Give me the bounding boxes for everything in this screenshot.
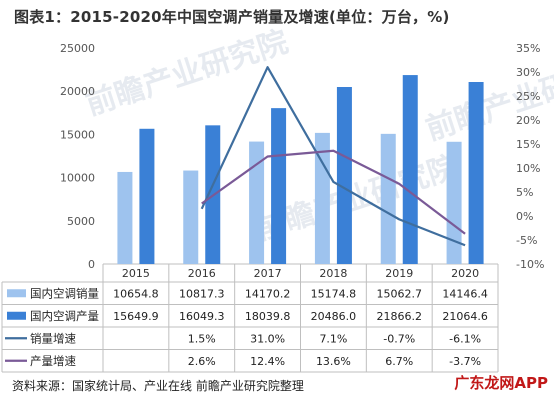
bar <box>139 128 155 264</box>
x-tick-label: 2019 <box>385 267 413 280</box>
table-row-label: 销量增速 <box>30 331 76 345</box>
table-cell: -3.7% <box>449 355 481 368</box>
y-right-tick-label: 35% <box>516 42 540 55</box>
table-cell: 2.6% <box>188 355 216 368</box>
bar <box>249 141 265 264</box>
y-left-tick-label: 5000 <box>67 215 95 228</box>
watermark-app: 广东龙网APP <box>454 374 548 392</box>
x-tick-label: 2017 <box>254 267 282 280</box>
bar <box>314 132 330 264</box>
table-cell: 18039.8 <box>245 310 291 323</box>
y-left-tick-label: 20000 <box>60 85 95 98</box>
table-cell: 31.0% <box>250 332 285 345</box>
table-cell: 15174.8 <box>311 287 357 300</box>
table-cell: 12.4% <box>250 355 285 368</box>
y-right-tick-label: 20% <box>516 114 540 127</box>
y-left-tick-label: 0 <box>88 258 95 271</box>
x-tick-label: 2020 <box>451 267 479 280</box>
y-right-tick-label: 30% <box>516 66 540 79</box>
table-cell: 13.6% <box>316 355 351 368</box>
series-line <box>200 66 466 247</box>
chart-title: 图表1：2015-2020年中国空调产销量及增速(单位：万台，%) <box>14 8 450 26</box>
bar <box>380 133 396 264</box>
legend-swatch <box>7 289 26 298</box>
table-cell: 14146.4 <box>442 287 488 300</box>
y-right-tick-label: 5% <box>516 186 533 199</box>
bar <box>402 75 418 264</box>
y-right-tick-label: 0% <box>516 210 533 223</box>
y-right-tick-label: 15% <box>516 138 540 151</box>
table-cell: 16049.3 <box>179 310 225 323</box>
y-right-tick-label: 10% <box>516 162 540 175</box>
bar <box>336 87 352 264</box>
table-cell: 14170.2 <box>245 287 291 300</box>
x-tick-label: 2015 <box>122 267 150 280</box>
table-cell: 20486.0 <box>311 310 357 323</box>
bars-layer <box>117 75 484 264</box>
table-cell: 15649.9 <box>113 310 159 323</box>
table-cell: -6.1% <box>449 332 481 345</box>
x-tick-label: 2016 <box>188 267 216 280</box>
data-table: 2015 2016 2017 2018 2019 2020 国内空调销量 10654.8 108… <box>1 264 499 373</box>
bar <box>446 141 462 264</box>
source-note: 资料来源：国家统计局、产业在线 前瞻产业研究院整理 <box>12 379 304 393</box>
y-left-tick-label: 15000 <box>60 128 95 141</box>
legend-swatch <box>7 311 26 320</box>
table-row-label: 产量增速 <box>30 354 76 368</box>
bar <box>271 108 287 264</box>
bar <box>183 170 199 264</box>
table-cell: 7.1% <box>319 332 347 345</box>
axes-layer: 0 5000 10000 15000 20000 25000 -10% -5% 0% 5% 10% 1… <box>60 42 544 271</box>
table-cell: 15062.7 <box>377 287 423 300</box>
y-left-tick-label: 10000 <box>60 172 95 185</box>
series-line <box>201 149 466 235</box>
lines-layer <box>200 66 466 247</box>
table-cell: 21064.6 <box>442 310 488 323</box>
bar <box>468 82 484 264</box>
table-cell: 10654.8 <box>113 287 159 300</box>
table-cell: 1.5% <box>188 332 216 345</box>
table-row-label: 国内空调产量 <box>30 309 99 323</box>
y-right-tick-label: 25% <box>516 90 540 103</box>
table-cell: 21866.2 <box>377 310 423 323</box>
y-right-tick-label: -10% <box>516 258 544 271</box>
table-cell: -0.7% <box>383 332 415 345</box>
table-cell: 10817.3 <box>179 287 225 300</box>
y-left-tick-label: 25000 <box>60 42 95 55</box>
watermark-text: 前瞻产业研究院 <box>82 24 293 122</box>
bar <box>117 171 133 264</box>
x-tick-label: 2018 <box>319 267 347 280</box>
table-row-label: 国内空调销量 <box>30 286 99 300</box>
table-cell: 6.7% <box>385 355 413 368</box>
y-right-tick-label: -5% <box>516 234 537 247</box>
